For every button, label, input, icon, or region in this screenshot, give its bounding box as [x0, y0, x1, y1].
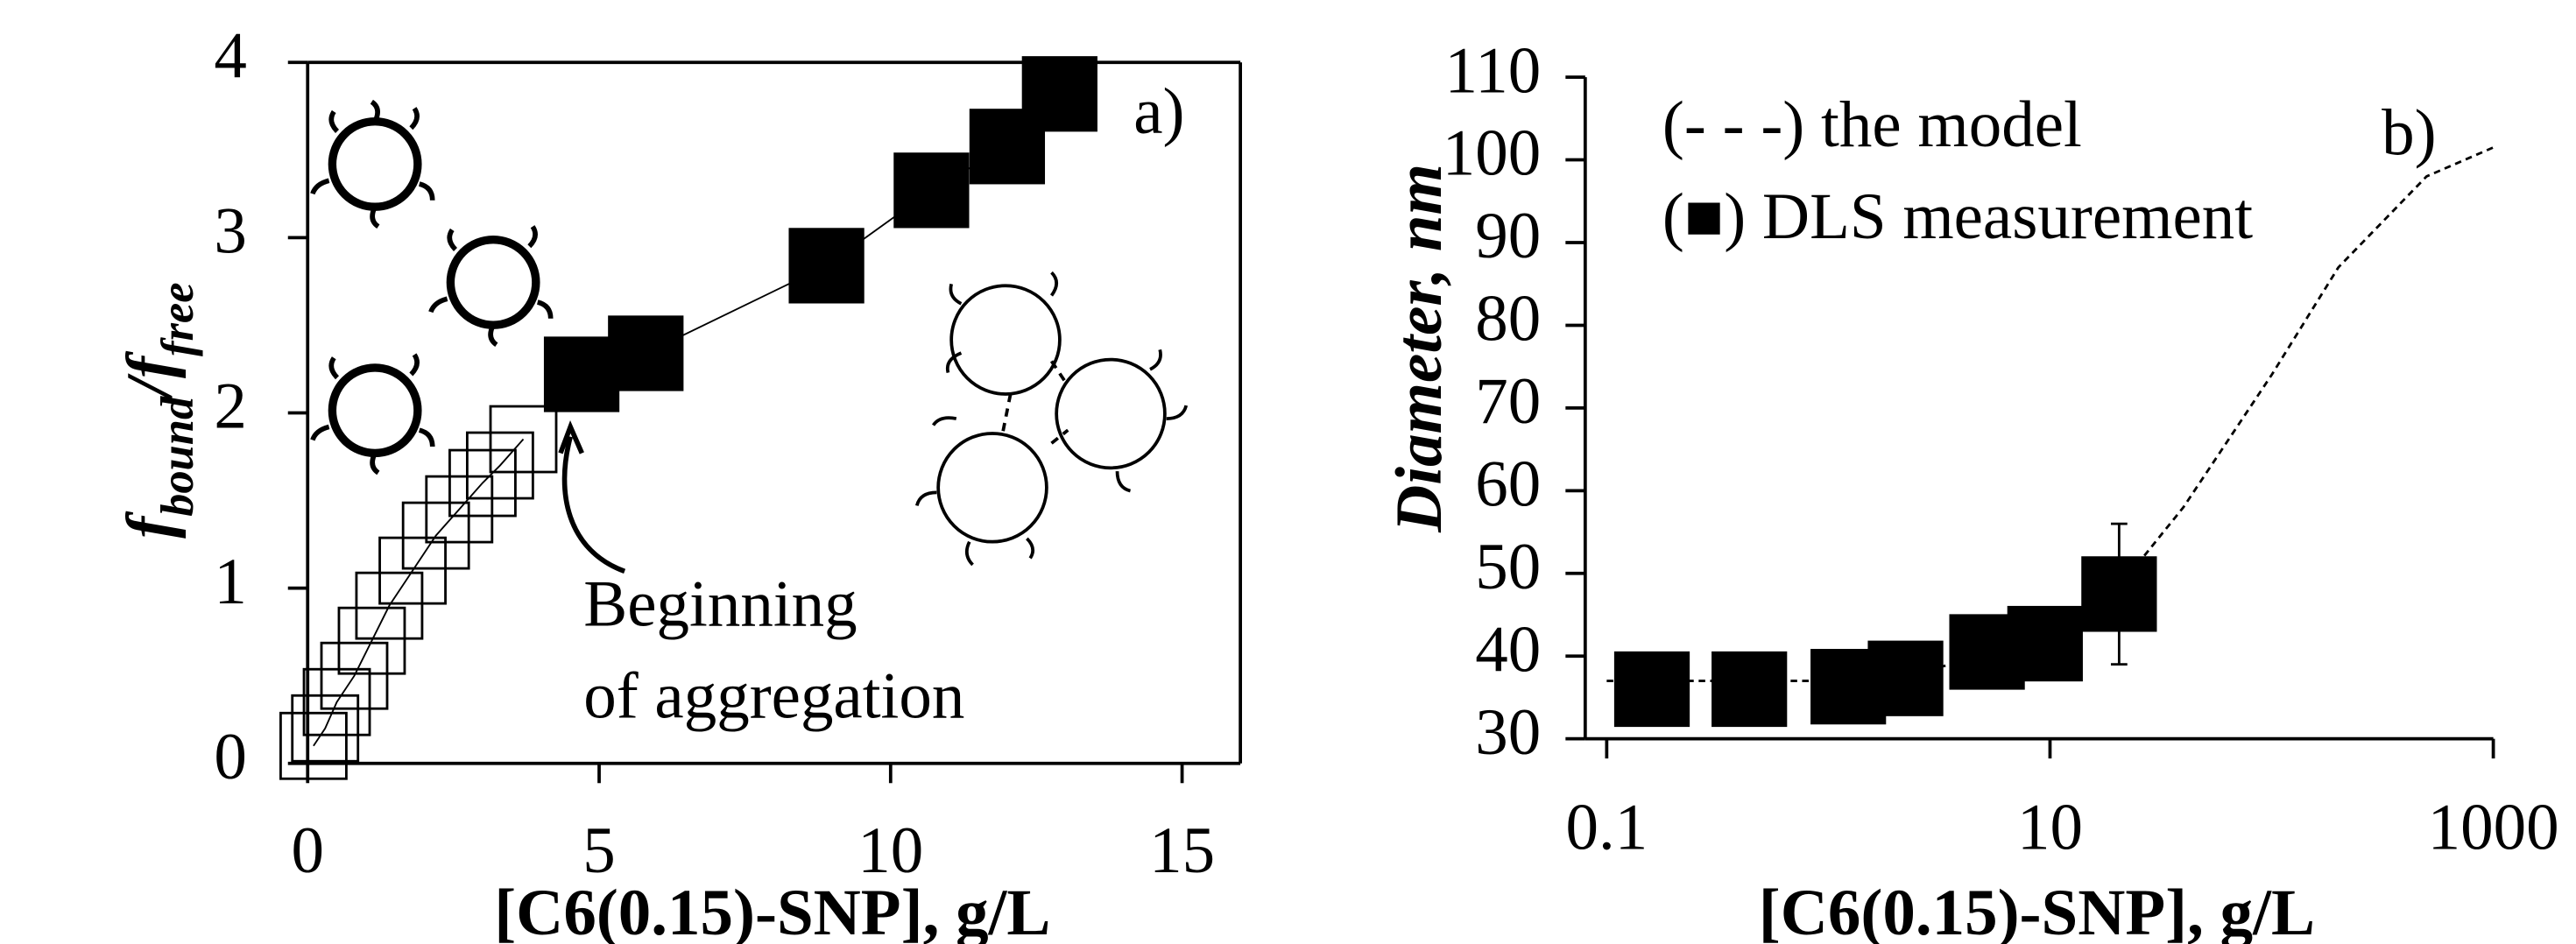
annotation-arrowhead	[558, 419, 584, 454]
annotation: Beginning	[583, 568, 857, 641]
data-point	[1711, 651, 1788, 728]
y-tick-label: 0	[214, 721, 246, 793]
y-tick-label: 3	[214, 195, 246, 268]
legend-entry: (■) DLS measurement	[1662, 180, 2253, 253]
data-point	[302, 667, 371, 736]
data-point	[355, 571, 424, 640]
data-point	[337, 606, 406, 675]
y-tick-label: 50	[1475, 531, 1541, 603]
data-point	[1021, 56, 1097, 132]
data-point	[2081, 556, 2157, 632]
panel-label: b)	[2382, 97, 2436, 170]
data-point	[465, 431, 534, 500]
data-point	[2007, 605, 2083, 682]
data-point	[489, 405, 558, 474]
y-tick-label: 110	[1445, 34, 1542, 107]
data-point	[425, 475, 494, 544]
x-tick-label: 1000	[2428, 792, 2559, 864]
y-axis-label-part: /f	[114, 350, 187, 401]
x-tick-label: 5	[582, 814, 616, 887]
annotation: of aggregation	[583, 660, 964, 733]
x-axis-label: [C6(0.15)-SNP], g/L	[1759, 877, 2315, 944]
annotation-arrow	[561, 435, 626, 574]
data-point	[1613, 651, 1690, 728]
y-tick-label: 100	[1443, 117, 1541, 190]
data-point	[1867, 640, 1944, 716]
y-tick-label: 1	[214, 546, 246, 618]
y-tick-label: 80	[1475, 283, 1541, 356]
y-tick-label: 70	[1475, 365, 1541, 438]
x-tick-label: 10	[857, 814, 923, 887]
legend-entry: (- - -) the model	[1662, 88, 2082, 161]
x-tick-label: 15	[1149, 814, 1215, 887]
y-axis-label-part: free	[152, 282, 203, 356]
x-tick-label: 10	[2017, 792, 2083, 864]
data-point	[893, 152, 970, 229]
data-point	[279, 711, 348, 780]
data-point	[378, 536, 447, 605]
y-tick-label: 2	[214, 370, 246, 443]
data-point	[291, 694, 360, 763]
x-tick-label: 0.1	[1565, 792, 1648, 864]
y-axis-label-part: bound	[152, 396, 203, 517]
data-point	[401, 501, 470, 570]
y-axis-label: fbound/ffree	[114, 282, 203, 538]
y-tick-label: 60	[1475, 448, 1541, 521]
x-axis-label: [C6(0.15)-SNP], g/L	[494, 877, 1050, 944]
data-point	[320, 641, 389, 710]
x-tick-label: 0	[292, 814, 325, 887]
particle-cartoons	[310, 99, 1189, 567]
y-axis-label: Diameter, nm	[1383, 164, 1456, 533]
y-tick-label: 40	[1475, 613, 1541, 686]
data-point	[608, 315, 684, 391]
y-tick-label: 90	[1475, 200, 1541, 272]
y-tick-label: 4	[214, 19, 246, 92]
series-line	[313, 438, 525, 747]
data-point	[788, 228, 865, 304]
y-tick-label: 30	[1475, 696, 1541, 769]
data-point	[448, 448, 517, 518]
panel-label: a)	[1133, 75, 1184, 148]
data-point	[543, 336, 620, 412]
